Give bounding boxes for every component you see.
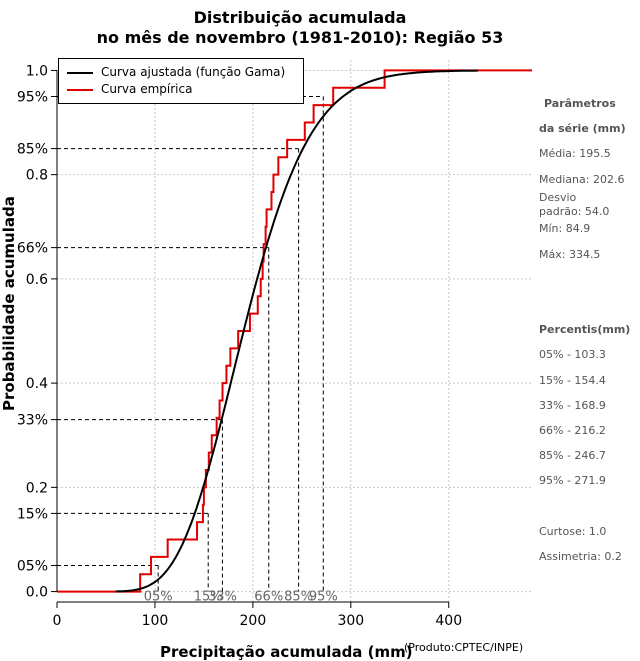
legend-swatch-fitted: [67, 71, 93, 74]
stat-desvio-2: padrão: 54.0: [539, 205, 610, 218]
y-tick-label-0.2: 0.2: [26, 480, 48, 496]
legend-label-empirical: Curva empírica: [101, 82, 193, 96]
percentile-marker-label-85%: 85%: [284, 590, 313, 605]
stat-curtose: Curtose: 1.0: [539, 525, 607, 538]
y-axis-label: Probabilidade acumulada: [0, 196, 18, 411]
chart-title-line-1: Distribuição acumulada: [193, 8, 407, 27]
y-tick-label-0.4: 0.4: [26, 376, 48, 392]
x-tick-label-400: 400: [435, 613, 462, 629]
stat-min: Mín: 84.9: [539, 222, 591, 235]
percentis-title: Percentis(mm): [539, 323, 631, 336]
y-tick-label-0.6: 0.6: [26, 272, 48, 288]
legend-swatch-empirical: [67, 88, 93, 91]
params-title-2: da série (mm): [539, 122, 626, 135]
percentile-66: 66% - 216.2: [539, 424, 606, 437]
x-tick-label-100: 100: [142, 613, 169, 629]
chart-title-line-2: no mês de novembro (1981-2010): Região 5…: [96, 28, 504, 47]
y-tick-label-85%: 85%: [17, 142, 48, 158]
y-tick-label-33%: 33%: [17, 413, 48, 429]
percentile-33: 33% - 168.9: [539, 399, 606, 412]
x-tick-label-200: 200: [240, 613, 267, 629]
chart-legend: Curva ajustada (função Gama) Curva empír…: [58, 58, 304, 104]
y-tick-label-95%: 95%: [17, 89, 48, 105]
product-credit: (Produto:CPTEC/INPE): [404, 641, 524, 654]
legend-item-fitted: Curva ajustada (função Gama): [67, 65, 285, 81]
percentile-marker-label-33%: 33%: [208, 590, 237, 605]
percentile-marker-label-05%: 05%: [144, 590, 173, 605]
legend-item-empirical: Curva empírica: [67, 82, 192, 98]
y-tick-label-0.8: 0.8: [26, 168, 48, 184]
y-tick-label-66%: 66%: [17, 241, 48, 257]
x-tick-label-300: 300: [337, 613, 364, 629]
y-tick-label-0.0: 0.0: [26, 585, 48, 601]
percentile-95: 95% - 271.9: [539, 474, 606, 487]
percentile-marker-label-66%: 66%: [254, 590, 283, 605]
y-tick-label-1.0: 1.0: [26, 63, 48, 79]
stat-media: Média: 195.5: [539, 147, 611, 160]
legend-label-fitted: Curva ajustada (função Gama): [101, 65, 286, 79]
stat-mediana: Mediana: 202.6: [539, 173, 625, 186]
x-axis-label: Precipitação acumulada (mm): [160, 643, 413, 661]
y-tick-label-15%: 15%: [17, 506, 48, 522]
y-tick-label-05%: 05%: [17, 559, 48, 575]
fitted-gamma-line: [115, 69, 479, 593]
stat-max: Máx: 334.5: [539, 248, 601, 261]
percentile-15: 15% - 154.4: [539, 374, 606, 387]
stat-desvio-1: Desvio: [539, 191, 577, 204]
percentile-marker-label-15%: 15%: [194, 590, 223, 605]
stat-assimetria: Assimetria: 0.2: [539, 550, 622, 563]
percentile-marker-label-95%: 95%: [309, 590, 338, 605]
x-tick-label-0: 0: [53, 613, 62, 629]
percentile-85: 85% - 246.7: [539, 449, 606, 462]
params-title-1: Parâmetros: [544, 97, 616, 110]
percentile-05: 05% - 103.3: [539, 348, 606, 361]
